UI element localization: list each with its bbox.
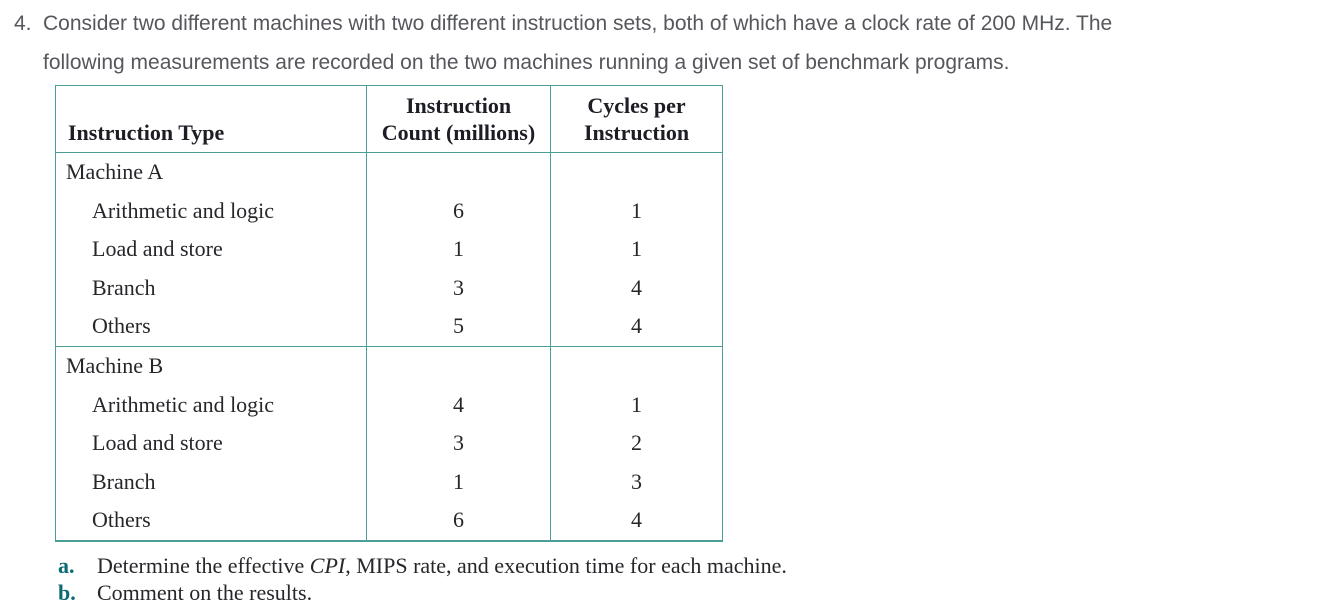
machine-a-count-arithmetic-and-logic: 6 bbox=[453, 197, 464, 223]
machine-a-cpi-branch: 4 bbox=[631, 274, 642, 300]
machine-a-cpi-spacer bbox=[551, 153, 722, 192]
machine-a-count-others: 5 bbox=[453, 313, 464, 339]
machine-a-labels-cell: Machine A Arithmetic and logic Load and … bbox=[56, 153, 366, 346]
machine-a-cpi-others: 4 bbox=[631, 313, 642, 339]
machine-b-count-others: 6 bbox=[453, 507, 464, 533]
column-header-instruction-count-line-1: Instruction bbox=[405, 93, 512, 118]
machine-a-count-spacer bbox=[367, 153, 550, 192]
table-header-row: Instruction Type Instruction Count (mill… bbox=[56, 86, 722, 152]
question-b-marker: b. bbox=[58, 579, 76, 605]
question-a-text-post: , MIPS rate, and execution time for each… bbox=[345, 553, 787, 578]
machine-b-cpi-others: 4 bbox=[631, 507, 642, 533]
measurements-table: Instruction Type Instruction Count (mill… bbox=[55, 85, 723, 542]
question-a: a. Determine the effective CPI, MIPS rat… bbox=[58, 553, 787, 580]
column-header-cycles-line-1: Cycles per bbox=[587, 93, 686, 118]
machine-b-cpi-cell: 1 2 3 4 bbox=[550, 347, 722, 540]
machine-b-row-label-load-and-store: Load and store bbox=[92, 430, 223, 456]
machine-a-cpi-load-and-store: 1 bbox=[631, 236, 642, 262]
table-section-machine-b: Machine B Arithmetic and logic Load and … bbox=[56, 346, 722, 540]
problem-text: Consider two different machines with two… bbox=[43, 4, 1112, 82]
question-b-text-pre: Comment on the results. bbox=[97, 579, 313, 605]
questions-list: a. Determine the effective CPI, MIPS rat… bbox=[58, 553, 787, 606]
machine-b-cpi-spacer bbox=[551, 347, 722, 386]
problem-text-line-1: Consider two different machines with two… bbox=[43, 12, 1113, 35]
column-header-instruction-count-line-2: Count (millions) bbox=[381, 120, 536, 145]
problem-number: 4. bbox=[14, 12, 32, 35]
machine-b-count-load-and-store: 3 bbox=[453, 430, 464, 456]
machine-a-label: Machine A bbox=[66, 159, 164, 185]
table-section-machine-a: Machine A Arithmetic and logic Load and … bbox=[56, 152, 722, 346]
machine-b-count-spacer bbox=[367, 347, 550, 386]
machine-a-row-label-arithmetic-and-logic: Arithmetic and logic bbox=[92, 197, 275, 223]
machine-b-row-label-others: Others bbox=[92, 507, 151, 533]
machine-b-row-label-arithmetic-and-logic: Arithmetic and logic bbox=[92, 391, 275, 417]
column-header-instruction-type: Instruction Type bbox=[68, 120, 225, 145]
machine-a-cpi-cell: 1 1 4 4 bbox=[550, 153, 722, 346]
question-b-text: Comment on the results. bbox=[97, 580, 312, 607]
machine-b-cpi-branch: 3 bbox=[631, 468, 642, 494]
machine-b-label: Machine B bbox=[66, 353, 164, 379]
machine-b-cpi-arithmetic-and-logic: 1 bbox=[631, 391, 642, 417]
question-a-text-pre: Determine the effective bbox=[97, 553, 310, 578]
column-header-instruction-count: Instruction Count (millions) bbox=[366, 86, 550, 152]
machine-a-row-label-load-and-store: Load and store bbox=[92, 236, 223, 262]
problem-text-line-2: following measurements are recorded on t… bbox=[43, 51, 1010, 74]
machine-b-instruction-count-cell: 4 3 1 6 bbox=[366, 347, 550, 540]
machine-a-instruction-count-cell: 6 1 3 5 bbox=[366, 153, 550, 346]
machine-a-row-label-others: Others bbox=[92, 313, 151, 339]
question-b: b. Comment on the results. bbox=[58, 580, 787, 607]
column-header-cycles-per-instruction: Cycles per Instruction bbox=[550, 86, 722, 152]
column-header-cycles-line-2: Instruction bbox=[583, 120, 690, 145]
machine-a-row-label-branch: Branch bbox=[92, 274, 156, 300]
machine-b-cpi-load-and-store: 2 bbox=[631, 430, 642, 456]
machine-b-count-branch: 1 bbox=[453, 468, 464, 494]
question-a-text-italic: CPI bbox=[309, 553, 346, 578]
machine-a-cpi-arithmetic-and-logic: 1 bbox=[631, 197, 642, 223]
question-a-marker: a. bbox=[58, 553, 75, 578]
question-a-text: Determine the effective CPI, MIPS rate, … bbox=[97, 553, 787, 580]
problem-statement: 4. Consider two different machines with … bbox=[14, 4, 1112, 82]
machine-a-count-branch: 3 bbox=[453, 274, 464, 300]
machine-a-count-load-and-store: 1 bbox=[453, 236, 464, 262]
machine-b-row-label-branch: Branch bbox=[92, 468, 156, 494]
machine-b-labels-cell: Machine B Arithmetic and logic Load and … bbox=[56, 347, 366, 540]
machine-b-count-arithmetic-and-logic: 4 bbox=[453, 391, 464, 417]
